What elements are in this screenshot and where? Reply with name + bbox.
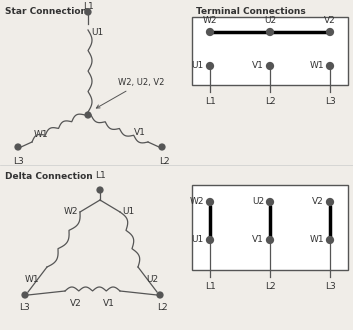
Text: W1: W1	[24, 275, 39, 284]
Text: L2: L2	[157, 303, 167, 312]
Circle shape	[327, 28, 334, 36]
Circle shape	[327, 62, 334, 70]
Text: U1: U1	[192, 236, 204, 245]
Text: W2: W2	[203, 16, 217, 25]
Circle shape	[207, 62, 214, 70]
Text: W1: W1	[34, 130, 49, 139]
Text: V2: V2	[70, 299, 82, 308]
Circle shape	[85, 9, 91, 15]
Text: U2: U2	[146, 275, 158, 284]
Text: U1: U1	[122, 207, 134, 216]
Text: V2: V2	[324, 16, 336, 25]
Circle shape	[85, 112, 91, 118]
Text: L2: L2	[159, 157, 169, 166]
Circle shape	[207, 237, 214, 244]
Circle shape	[267, 199, 274, 206]
Circle shape	[22, 292, 28, 298]
Text: V1: V1	[103, 299, 115, 308]
Text: Star Connection: Star Connection	[5, 7, 87, 16]
Text: L3: L3	[325, 97, 335, 106]
Circle shape	[267, 237, 274, 244]
Text: W1: W1	[309, 236, 324, 245]
Text: V1: V1	[252, 236, 264, 245]
Text: W1: W1	[309, 61, 324, 71]
Circle shape	[157, 292, 163, 298]
Circle shape	[97, 187, 103, 193]
Text: U2: U2	[252, 197, 264, 207]
Circle shape	[159, 144, 165, 150]
Text: U2: U2	[264, 16, 276, 25]
Circle shape	[267, 28, 274, 36]
Text: V1: V1	[134, 128, 146, 137]
Circle shape	[267, 62, 274, 70]
Text: L1: L1	[205, 97, 215, 106]
Text: V2: V2	[312, 197, 324, 207]
Text: L1: L1	[95, 171, 106, 180]
Circle shape	[207, 28, 214, 36]
Text: L2: L2	[265, 97, 275, 106]
Circle shape	[207, 199, 214, 206]
Text: V1: V1	[252, 61, 264, 71]
Text: U1: U1	[192, 61, 204, 71]
Text: L2: L2	[265, 282, 275, 291]
Bar	[192, 185, 348, 270]
Text: W2, U2, V2: W2, U2, V2	[96, 78, 164, 108]
Text: L3: L3	[20, 303, 30, 312]
Text: L3: L3	[325, 282, 335, 291]
Text: L1: L1	[83, 2, 94, 11]
Circle shape	[327, 199, 334, 206]
Circle shape	[327, 237, 334, 244]
Text: W2: W2	[190, 197, 204, 207]
Text: W2: W2	[64, 207, 78, 216]
Text: Terminal Connections: Terminal Connections	[196, 7, 306, 16]
Bar	[192, 17, 348, 85]
Text: L1: L1	[205, 282, 215, 291]
Text: L3: L3	[13, 157, 23, 166]
Text: Delta Connection: Delta Connection	[5, 172, 93, 181]
Circle shape	[15, 144, 21, 150]
Text: U1: U1	[91, 28, 103, 37]
